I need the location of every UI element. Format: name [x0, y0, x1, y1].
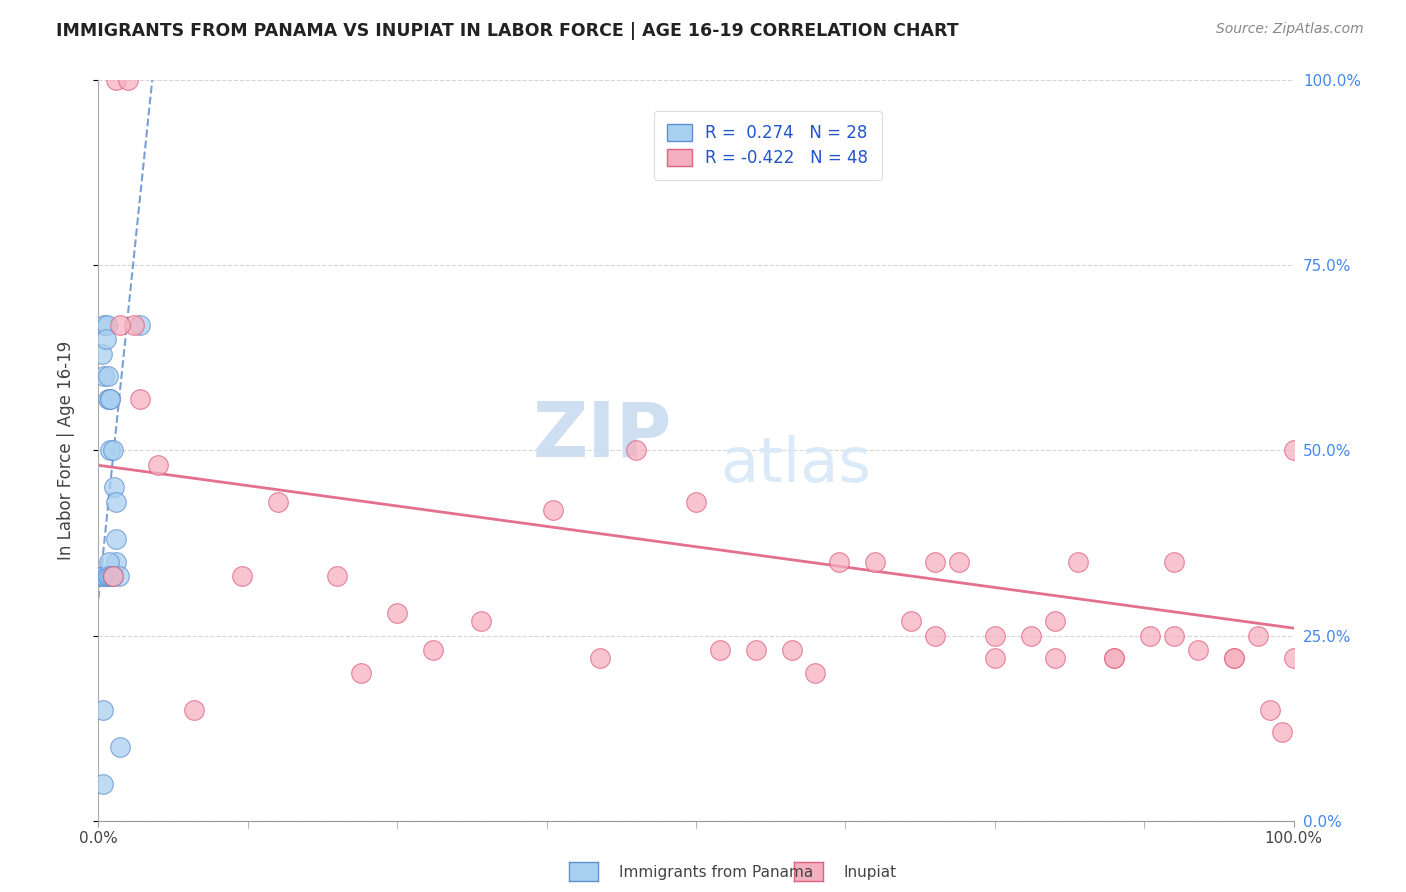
Point [1187, 643, 1209, 657]
Point [1271, 724, 1294, 739]
Text: Source: ZipAtlas.com: Source: ZipAtlas.com [1216, 22, 1364, 37]
Point [91, 569, 114, 583]
Point [97, 569, 120, 583]
Point [780, 643, 803, 657]
Point [124, 318, 146, 332]
Point [1163, 628, 1185, 642]
Point [105, 533, 128, 547]
Point [1104, 650, 1126, 665]
Point [98, 392, 122, 406]
Point [105, 73, 128, 87]
Legend: R =  0.274   N = 28, R = -0.422   N = 48: R = 0.274 N = 28, R = -0.422 N = 48 [654, 111, 882, 180]
Point [804, 665, 827, 680]
Point [231, 569, 253, 583]
Point [91, 776, 114, 791]
Point [1043, 650, 1066, 665]
Point [1282, 650, 1305, 665]
Point [1104, 650, 1126, 665]
Point [1223, 650, 1246, 665]
Point [107, 569, 129, 583]
Point [948, 555, 970, 569]
Point [98, 392, 122, 406]
Point [984, 650, 1007, 665]
Point [326, 569, 349, 583]
Point [1139, 628, 1161, 642]
Point [865, 555, 887, 569]
Point [117, 73, 139, 87]
Point [1223, 650, 1246, 665]
Point [129, 392, 152, 406]
Point [1282, 443, 1305, 458]
Point [1043, 614, 1066, 628]
Point [685, 495, 707, 509]
Point [1258, 703, 1281, 717]
Point [97, 392, 120, 406]
Point [93, 569, 115, 583]
Point [101, 569, 124, 583]
Point [470, 614, 492, 628]
Point [422, 643, 444, 657]
Point [900, 614, 922, 628]
Text: ZIP: ZIP [533, 399, 672, 473]
Text: atlas: atlas [720, 435, 870, 495]
Point [924, 555, 946, 569]
Point [98, 443, 122, 458]
Point [541, 502, 564, 516]
Point [108, 739, 131, 754]
Point [924, 628, 946, 642]
Point [98, 555, 121, 569]
Text: Immigrants from Panama: Immigrants from Panama [619, 865, 813, 880]
Point [97, 369, 120, 384]
Point [101, 569, 124, 583]
Point [98, 569, 122, 583]
Point [91, 703, 114, 717]
Point [267, 495, 290, 509]
Point [105, 555, 128, 569]
Point [828, 555, 851, 569]
Point [1067, 555, 1090, 569]
Point [626, 443, 648, 458]
Point [745, 643, 768, 657]
Point [709, 643, 731, 657]
Point [1163, 555, 1185, 569]
Point [93, 369, 115, 384]
Point [108, 318, 131, 332]
Point [589, 650, 612, 665]
Point [148, 458, 170, 473]
Point [105, 495, 128, 509]
Point [94, 333, 117, 347]
Point [129, 318, 152, 332]
Point [350, 665, 373, 680]
Y-axis label: In Labor Force | Age 16-19: In Labor Force | Age 16-19 [56, 341, 75, 560]
Point [91, 347, 114, 361]
Point [1019, 628, 1042, 642]
Point [96, 318, 118, 332]
Point [93, 318, 115, 332]
Point [183, 703, 205, 717]
Point [984, 628, 1007, 642]
Point [101, 443, 124, 458]
Point [103, 481, 125, 495]
Text: Inupiat: Inupiat [844, 865, 897, 880]
Text: IMMIGRANTS FROM PANAMA VS INUPIAT IN LABOR FORCE | AGE 16-19 CORRELATION CHART: IMMIGRANTS FROM PANAMA VS INUPIAT IN LAB… [56, 22, 959, 40]
Point [96, 569, 118, 583]
Point [385, 607, 409, 621]
Point [100, 569, 122, 583]
Point [1247, 628, 1270, 642]
